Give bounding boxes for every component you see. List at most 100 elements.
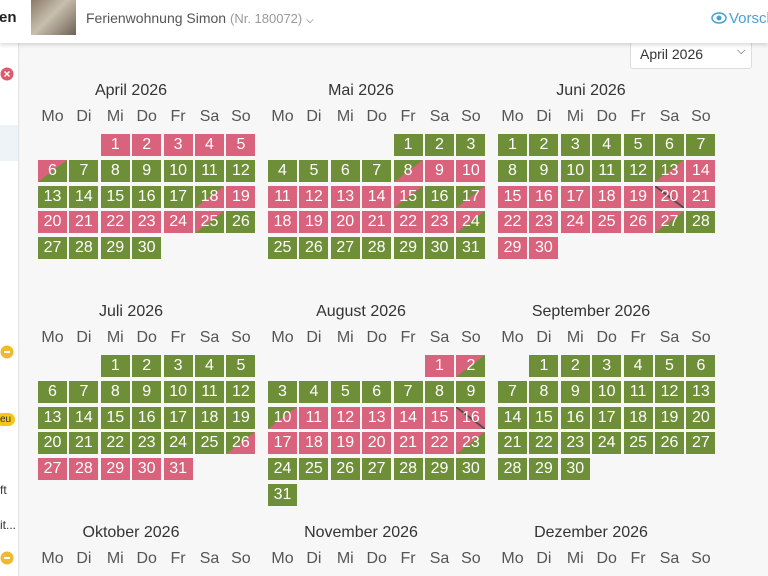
day-cell[interactable]: 29 [100, 237, 130, 260]
day-cell[interactable]: 28 [362, 237, 392, 260]
day-cell[interactable]: 3 [268, 380, 297, 403]
day-cell[interactable]: 8 [393, 159, 423, 182]
day-cell[interactable]: 28 [686, 211, 716, 234]
day-cell[interactable]: 15 [100, 406, 130, 429]
day-cell[interactable]: 27 [655, 211, 684, 234]
day-cell[interactable]: 23 [132, 211, 162, 234]
day-cell[interactable]: 23 [132, 432, 162, 455]
day-cell[interactable]: 21 [69, 211, 99, 234]
day-cell[interactable]: 5 [655, 355, 684, 377]
day-cell[interactable]: 19 [655, 406, 684, 429]
day-cell[interactable]: 1 [100, 355, 130, 377]
day-cell[interactable]: 17 [163, 185, 193, 208]
day-cell[interactable]: 5 [299, 159, 329, 182]
day-cell[interactable]: 25 [268, 237, 297, 260]
day-cell[interactable]: 17 [592, 406, 622, 429]
day-cell[interactable]: 29 [393, 237, 423, 260]
day-cell[interactable]: 25 [592, 211, 622, 234]
day-cell[interactable]: 20 [686, 406, 716, 429]
day-cell[interactable]: 2 [456, 355, 486, 377]
day-cell[interactable]: 10 [456, 159, 486, 182]
day-cell[interactable]: 14 [69, 406, 99, 429]
day-cell[interactable]: 15 [393, 185, 423, 208]
day-cell[interactable]: 15 [425, 406, 454, 429]
nav-item-text[interactable]: it... [0, 518, 17, 532]
day-cell[interactable]: 16 [132, 406, 162, 429]
day-cell[interactable]: 16 [560, 406, 590, 429]
day-cell[interactable]: 9 [560, 380, 590, 403]
day-cell[interactable]: 15 [529, 406, 559, 429]
property-selector[interactable]: Ferienwohnung Simon (Nr. 180072) ⌵ [86, 10, 314, 26]
day-cell[interactable]: 20 [362, 432, 392, 455]
day-cell[interactable]: 23 [529, 211, 559, 234]
day-cell[interactable]: 21 [393, 432, 423, 455]
day-cell[interactable]: 22 [393, 211, 423, 234]
day-cell[interactable]: 9 [132, 380, 162, 403]
day-cell[interactable]: 6 [686, 355, 716, 377]
day-cell[interactable]: 3 [456, 134, 486, 156]
day-cell[interactable]: 11 [195, 159, 224, 182]
day-cell[interactable]: 16 [529, 185, 559, 208]
day-cell[interactable]: 20 [330, 211, 360, 234]
day-cell[interactable]: 18 [299, 432, 329, 455]
day-cell[interactable]: 21 [69, 432, 99, 455]
day-cell[interactable]: 12 [655, 380, 684, 403]
day-cell[interactable]: 7 [498, 380, 527, 403]
close-icon[interactable] [0, 67, 14, 81]
day-cell[interactable]: 11 [623, 380, 653, 403]
day-cell[interactable]: 12 [623, 159, 653, 182]
day-cell[interactable]: 29 [529, 458, 559, 481]
property-thumbnail[interactable] [31, 0, 76, 35]
day-cell[interactable]: 19 [226, 185, 256, 208]
day-cell[interactable]: 11 [195, 380, 224, 403]
day-cell[interactable]: 27 [38, 458, 67, 481]
day-cell[interactable]: 25 [623, 432, 653, 455]
day-cell[interactable]: 4 [299, 380, 329, 403]
day-cell[interactable]: 7 [69, 159, 99, 182]
day-cell[interactable]: 31 [268, 484, 297, 506]
day-cell[interactable]: 29 [498, 237, 527, 260]
day-cell[interactable]: 30 [132, 237, 162, 260]
day-cell[interactable]: 4 [268, 159, 297, 182]
day-cell[interactable]: 21 [686, 185, 716, 208]
day-cell[interactable]: 28 [393, 458, 423, 481]
day-cell[interactable]: 14 [498, 406, 527, 429]
day-cell[interactable]: 22 [498, 211, 527, 234]
day-cell[interactable]: 31 [456, 237, 486, 260]
day-cell[interactable]: 26 [226, 211, 256, 234]
day-cell[interactable]: 9 [425, 159, 454, 182]
day-cell[interactable]: 19 [623, 185, 653, 208]
day-cell[interactable]: 13 [38, 406, 67, 429]
day-cell[interactable]: 21 [362, 211, 392, 234]
day-cell[interactable]: 13 [362, 406, 392, 429]
day-cell[interactable]: 14 [362, 185, 392, 208]
day-cell[interactable]: 1 [529, 355, 559, 377]
day-cell[interactable]: 10 [592, 380, 622, 403]
day-cell[interactable]: 2 [132, 134, 162, 156]
day-cell[interactable]: 26 [623, 211, 653, 234]
day-cell[interactable]: 19 [299, 211, 329, 234]
day-cell[interactable]: 19 [226, 406, 256, 429]
day-cell[interactable]: 3 [592, 355, 622, 377]
day-cell[interactable]: 15 [498, 185, 527, 208]
day-cell[interactable]: 28 [69, 458, 99, 481]
day-cell[interactable]: 5 [623, 134, 653, 156]
day-cell[interactable]: 6 [38, 159, 67, 182]
day-cell[interactable]: 23 [456, 432, 486, 455]
day-cell[interactable]: 10 [560, 159, 590, 182]
day-cell[interactable]: 26 [655, 432, 684, 455]
day-cell[interactable]: 18 [592, 185, 622, 208]
day-cell[interactable]: 20 [38, 211, 67, 234]
day-cell[interactable]: 1 [425, 355, 454, 377]
day-cell[interactable]: 7 [362, 159, 392, 182]
day-cell[interactable]: 30 [425, 237, 454, 260]
day-cell[interactable]: 4 [592, 134, 622, 156]
day-cell[interactable]: 24 [268, 458, 297, 481]
day-cell[interactable]: 14 [69, 185, 99, 208]
day-cell[interactable]: 18 [268, 211, 297, 234]
day-cell[interactable]: 16 [132, 185, 162, 208]
day-cell[interactable]: 20 [655, 185, 684, 208]
day-cell[interactable]: 31 [163, 458, 193, 481]
day-cell[interactable]: 30 [132, 458, 162, 481]
day-cell[interactable]: 6 [655, 134, 684, 156]
